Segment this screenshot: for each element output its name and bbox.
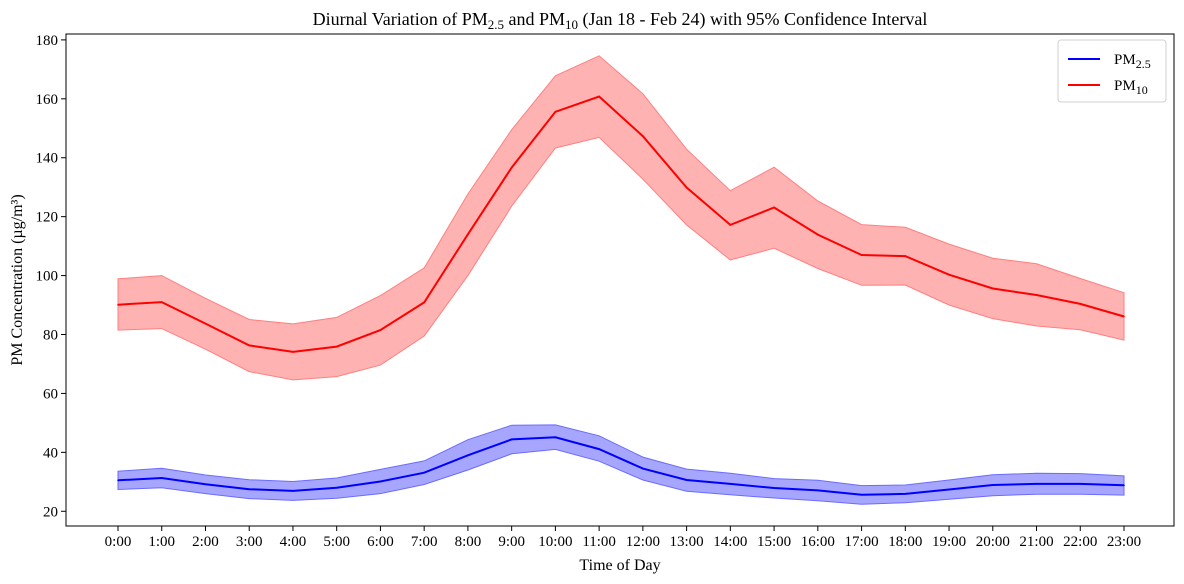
data-point-pm25 — [248, 488, 250, 491]
data-point-pm10 — [773, 206, 775, 209]
confidence-bands — [117, 55, 1125, 505]
data-point-pm10 — [904, 255, 907, 257]
series-line-pm10 — [117, 95, 1125, 353]
x-tick-label: 21:00 — [1019, 534, 1053, 550]
x-axis-ticks: 0:00 1:00 2:00 3:00 4:00 5:00 6:00 7:00 8:00 9:00… — [105, 526, 1141, 550]
data-point-pm25 — [948, 488, 950, 491]
data-point-pm25 — [554, 436, 557, 439]
data-point-pm10 — [860, 254, 863, 256]
x-tick-label: 1:00 — [148, 534, 175, 550]
data-point-pm25 — [335, 486, 338, 489]
data-point-pm10 — [423, 301, 426, 304]
data-point-pm25 — [992, 484, 994, 486]
data-point-pm25 — [904, 493, 907, 495]
data-point-pm10 — [948, 273, 950, 276]
data-point-pm10 — [204, 322, 207, 325]
data-point-pm10 — [292, 351, 294, 353]
y-tick-label: 60 — [43, 386, 58, 402]
y-tick-label: 160 — [36, 92, 59, 108]
data-point-pm25 — [817, 489, 819, 492]
x-tick-label: 16:00 — [801, 534, 835, 550]
x-tick-label: 15:00 — [757, 534, 791, 550]
data-point-pm10 — [510, 166, 513, 169]
y-tick-label: 80 — [43, 328, 58, 344]
data-point-pm25 — [729, 483, 732, 485]
y-tick-label: 120 — [36, 210, 59, 226]
data-point-pm10 — [1079, 303, 1082, 305]
x-tick-label: 18:00 — [888, 534, 922, 550]
x-axis-title: Time of Day — [579, 557, 660, 574]
y-tick-label: 180 — [36, 33, 59, 49]
y-axis-title: PM Concentration (µg/m³) — [9, 194, 26, 365]
data-point-pm10 — [685, 186, 688, 189]
x-tick-label: 13:00 — [670, 534, 704, 550]
x-tick-label: 19:00 — [932, 534, 966, 550]
legend-label-pm25: PM2.5 — [1114, 52, 1151, 71]
legend: PM2.5 PM10 — [1057, 39, 1167, 103]
data-point-pm25 — [117, 479, 119, 482]
x-tick-label: 22:00 — [1063, 534, 1097, 550]
data-point-pm25 — [510, 438, 513, 441]
x-tick-label: 14:00 — [713, 534, 747, 550]
x-tick-label: 4:00 — [280, 534, 307, 550]
x-tick-label: 2:00 — [192, 534, 219, 550]
confidence-band-pm25 — [117, 424, 1125, 505]
y-tick-label: 20 — [43, 504, 58, 520]
x-tick-label: 0:00 — [105, 534, 132, 550]
plot-area — [117, 55, 1125, 505]
data-point-pm25 — [423, 471, 426, 474]
x-tick-label: 10:00 — [538, 534, 572, 550]
data-point-pm10 — [554, 111, 557, 113]
data-point-pm10 — [1123, 315, 1125, 318]
x-tick-label: 23:00 — [1107, 534, 1141, 550]
x-tick-label: 17:00 — [844, 534, 878, 550]
data-point-pm25 — [642, 467, 644, 470]
data-point-pm10 — [642, 135, 644, 137]
y-tick-label: 40 — [43, 445, 58, 461]
data-point-pm25 — [1079, 483, 1082, 485]
x-tick-label: 7:00 — [411, 534, 438, 550]
data-point-pm25 — [204, 483, 207, 486]
chart-title: Diurnal Variation of PM2.5 and PM10 (Jan… — [313, 9, 928, 32]
data-point-pm25 — [160, 477, 163, 479]
axes-frame — [65, 33, 1175, 527]
data-point-pm25 — [685, 479, 688, 481]
data-point-pm10 — [817, 233, 819, 236]
x-tick-label: 11:00 — [582, 534, 616, 550]
data-point-pm25 — [773, 487, 775, 489]
x-tick-label: 6:00 — [367, 534, 394, 550]
y-tick-label: 100 — [36, 269, 59, 285]
legend-box — [1057, 39, 1167, 103]
data-point-pm10 — [335, 345, 338, 348]
confidence-band-pm10 — [117, 55, 1125, 381]
data-point-pm10 — [729, 224, 732, 226]
data-point-pm10 — [992, 287, 994, 290]
series-line-pm25 — [117, 436, 1125, 496]
data-point-pm10 — [248, 344, 250, 347]
x-tick-label: 9:00 — [498, 534, 525, 550]
data-point-pm25 — [598, 448, 600, 450]
legend-label-pm10: PM10 — [1114, 78, 1148, 97]
data-point-pm25 — [292, 490, 294, 492]
data-point-pm25 — [860, 494, 863, 496]
data-point-pm10 — [379, 329, 382, 331]
x-tick-label: 5:00 — [323, 534, 350, 550]
y-tick-label: 140 — [36, 151, 59, 167]
data-point-pm25 — [467, 454, 469, 457]
x-tick-label: 20:00 — [976, 534, 1010, 550]
data-point-pm25 — [379, 480, 382, 483]
series-lines — [117, 95, 1125, 496]
data-point-pm10 — [598, 95, 600, 98]
x-tick-label: 8:00 — [455, 534, 482, 550]
data-point-pm10 — [160, 301, 163, 303]
data-point-pm10 — [117, 303, 119, 306]
data-point-pm25 — [1123, 484, 1125, 487]
data-point-pm10 — [1035, 294, 1038, 296]
x-tick-label: 12:00 — [626, 534, 660, 550]
x-tick-label: 3:00 — [236, 534, 263, 550]
data-point-pm10 — [467, 233, 469, 236]
data-point-pm25 — [1035, 483, 1038, 485]
y-axis-ticks: 20 40 60 80 100 120 140 160 180 — [36, 33, 66, 520]
